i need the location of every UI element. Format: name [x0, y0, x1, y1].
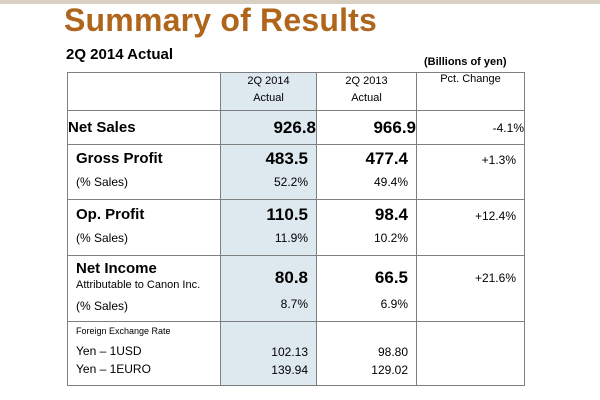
net-sales-pct: -4.1% — [416, 110, 525, 145]
fx-euro-2013: 129.02 — [371, 363, 408, 377]
fx-usd-2014: 102.13 — [271, 345, 308, 359]
op-profit-label: Op. Profit — [76, 206, 145, 223]
op-profit-2013-cell: 98.4 10.2% — [316, 199, 417, 256]
net-income-2014: 80.8 — [274, 268, 308, 287]
gross-profit-sales-2013: 49.4% — [373, 175, 408, 189]
header-pct-change: Pct. Change — [416, 72, 525, 111]
header-2q2014-period: 2Q 2014 — [247, 75, 290, 87]
table-header-row: 2Q 2014 Actual 2Q 2013 Actual Pct. Chang… — [67, 72, 525, 111]
op-profit-sales-2014: 11.9% — [274, 231, 308, 245]
page-subtitle: 2Q 2014 Actual — [66, 46, 173, 63]
gross-profit-2013: 477.4 — [365, 149, 408, 168]
net-income-label: Net Income — [76, 260, 157, 277]
net-income-2014-cell: 80.8 8.7% — [220, 255, 317, 322]
gross-profit-pct-cell: +1.3% — [416, 144, 525, 200]
fx-euro-label: Yen – 1EURO — [76, 362, 151, 376]
fx-pct-cell — [416, 321, 525, 386]
op-profit-2013: 98.4 — [374, 205, 408, 224]
net-income-2013: 66.5 — [374, 268, 408, 287]
net-sales-label: Net Sales — [67, 110, 221, 145]
net-income-sublabel: Attributable to Canon Inc. — [76, 279, 201, 291]
fx-heading: Foreign Exchange Rate — [76, 326, 171, 336]
gross-profit-pct: +1.3% — [481, 153, 516, 167]
op-profit-sales-2013: 10.2% — [373, 231, 408, 245]
fx-2014-cell: 102.13 139.94 — [220, 321, 317, 386]
op-profit-2014-cell: 110.5 11.9% — [220, 199, 317, 256]
net-income-sales-2014: 8.7% — [280, 297, 308, 311]
op-profit-sales-label: (% Sales) — [76, 231, 129, 245]
op-profit-pct: +12.4% — [474, 209, 516, 223]
page-title: Summary of Results — [64, 2, 378, 38]
table-row-net-income: Net Income Attributable to Canon Inc. (%… — [67, 255, 525, 322]
gross-profit-label: Gross Profit — [76, 150, 163, 167]
fx-usd-2013: 98.80 — [377, 345, 408, 359]
gross-profit-sales-2014: 52.2% — [273, 175, 308, 189]
header-empty-cell — [67, 72, 221, 111]
header-2q2013-period: 2Q 2013 — [345, 75, 388, 87]
table-row-fx: Foreign Exchange Rate Yen – 1USD Yen – 1… — [67, 321, 525, 386]
header-2q2013: 2Q 2013 Actual — [316, 72, 417, 111]
net-income-label-cell: Net Income Attributable to Canon Inc. (%… — [67, 255, 221, 322]
results-table: 2Q 2014 Actual 2Q 2013 Actual Pct. Chang… — [67, 72, 525, 386]
unit-label: (Billions of yen) — [424, 56, 507, 68]
gross-profit-label-cell: Gross Profit (% Sales) — [67, 144, 221, 200]
net-income-sales-2013: 6.9% — [380, 297, 408, 311]
header-2q2014: 2Q 2014 Actual — [220, 72, 317, 111]
net-sales-2013: 966.9 — [316, 110, 417, 145]
gross-profit-2013-cell: 477.4 49.4% — [316, 144, 417, 200]
table-row-net-sales: Net Sales 926.8 966.9 -4.1% — [67, 110, 525, 145]
gross-profit-2014: 483.5 — [265, 149, 308, 168]
net-sales-2014: 926.8 — [220, 110, 317, 145]
fx-label-cell: Foreign Exchange Rate Yen – 1USD Yen – 1… — [67, 321, 221, 386]
fx-euro-2014: 139.94 — [271, 363, 308, 377]
op-profit-pct-cell: +12.4% — [416, 199, 525, 256]
header-2q2014-type: Actual — [253, 92, 284, 104]
op-profit-2014: 110.5 — [266, 205, 308, 224]
fx-2013-cell: 98.80 129.02 — [316, 321, 417, 386]
net-income-sales-label: (% Sales) — [76, 299, 129, 313]
net-income-pct: +21.6% — [474, 271, 516, 285]
op-profit-label-cell: Op. Profit (% Sales) — [67, 199, 221, 256]
net-income-2013-cell: 66.5 6.9% — [316, 255, 417, 322]
fx-usd-label: Yen – 1USD — [76, 344, 142, 358]
gross-profit-sales-label: (% Sales) — [76, 175, 129, 189]
header-2q2013-type: Actual — [351, 92, 382, 104]
net-income-pct-cell: +21.6% — [416, 255, 525, 322]
table-row-gross-profit: Gross Profit (% Sales) 483.5 52.2% 477.4… — [67, 144, 525, 200]
gross-profit-2014-cell: 483.5 52.2% — [220, 144, 317, 200]
top-accent-bar — [0, 0, 600, 4]
table-row-op-profit: Op. Profit (% Sales) 110.5 11.9% 98.4 10… — [67, 199, 525, 256]
